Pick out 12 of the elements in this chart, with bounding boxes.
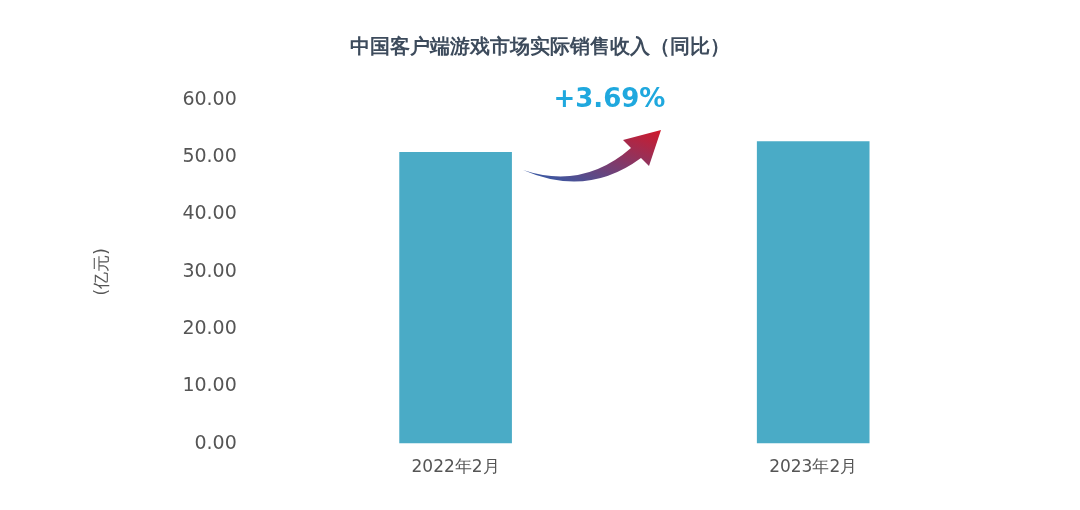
y-tick-label: 60.00 — [182, 86, 237, 109]
x-tick-label: 2023年2月 — [769, 456, 858, 477]
y-tick-label: 10.00 — [182, 373, 237, 396]
x-tick-label: 2022年2月 — [411, 456, 500, 477]
annotation: +3.69% — [553, 82, 666, 113]
y-tick-label: 50.00 — [182, 144, 237, 167]
chart-title: 中国客户端游戏市场实际销售收入（同比） — [350, 34, 730, 59]
y-tick-label: 0.00 — [194, 430, 237, 453]
y-axis-title: (亿元) — [90, 248, 111, 296]
y-tick-label: 40.00 — [182, 201, 237, 224]
y-tick-label: 30.00 — [182, 258, 237, 281]
y-tick-label: 20.00 — [182, 316, 237, 338]
